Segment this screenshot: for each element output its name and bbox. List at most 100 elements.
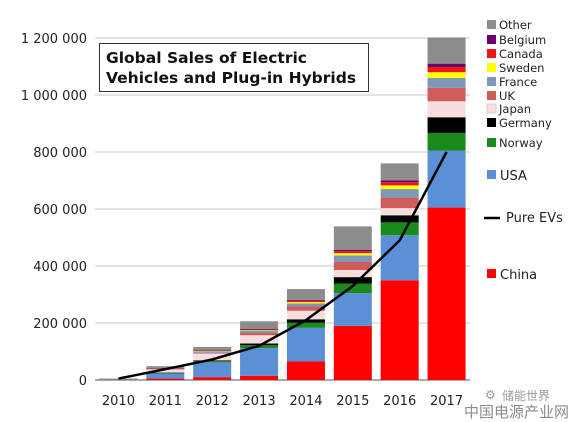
bar-segment-germany	[427, 117, 466, 133]
bar-segment-uk	[240, 332, 279, 336]
y-tick-label: 200 000	[33, 317, 87, 332]
legend-swatch-canada	[487, 49, 496, 58]
legend-label-sweden: Sweden	[499, 61, 544, 75]
bar-segment-japan	[333, 269, 372, 278]
bar-segment-canada	[333, 251, 372, 254]
bar-segment-norway	[380, 222, 419, 236]
bar-segment-other	[427, 37, 466, 64]
x-tick-label: 2010	[102, 394, 135, 409]
legend-label-belgium: Belgium	[499, 33, 546, 47]
bar-segment-japan	[240, 335, 279, 344]
legend-swatch-belgium	[487, 35, 496, 44]
legend-swatch-france	[487, 77, 496, 86]
legend-label-norway: Norway	[499, 136, 543, 150]
watermark-line1: 储能世界	[502, 389, 551, 403]
bar-segment-other	[333, 226, 372, 250]
legend-label-china: China	[500, 268, 537, 283]
bar-segment-other	[146, 366, 185, 368]
bar-segment-france	[333, 255, 372, 263]
bar-segment-china	[427, 207, 466, 380]
legend-swatch-other	[487, 20, 496, 29]
bar-segment-other	[286, 289, 325, 300]
bar-segment-japan	[380, 208, 419, 216]
bar-segment-france	[286, 303, 325, 307]
bar-segment-belgium	[380, 180, 419, 183]
bar-segment-usa	[146, 373, 185, 379]
x-tick-label: 2015	[336, 394, 369, 409]
bar-segment-canada	[240, 329, 279, 330]
x-tick-label: 2012	[196, 394, 229, 409]
bar-segment-canada	[427, 67, 466, 73]
bar-segment-uk	[427, 87, 466, 102]
bar-segment-france	[380, 189, 419, 198]
chart-title: Global Sales of Electric Vehicles and Pl…	[106, 49, 357, 87]
bar-segment-china	[240, 375, 279, 380]
legend-label-france: France	[499, 75, 537, 89]
bar-segment-china	[193, 377, 232, 380]
bar-segment-usa	[427, 150, 466, 208]
bar-segment-sweden	[193, 350, 232, 352]
legend-label-other: Other	[499, 18, 532, 32]
y-tick-label: 600 000	[33, 203, 87, 218]
x-tick-label: 2013	[243, 394, 276, 409]
bar-segment-france	[99, 379, 138, 380]
bar-segment-norway	[146, 373, 185, 374]
y-tick-label: 400 000	[33, 260, 87, 275]
bar-segment-belgium	[427, 63, 466, 68]
bar-segment-other	[240, 321, 279, 329]
bar-segment-belgium	[333, 249, 372, 252]
bar-segment-sweden	[286, 302, 325, 304]
bar-segment-japan	[427, 101, 466, 118]
legend-swatch-norway	[487, 138, 496, 147]
bar-segment-france	[193, 351, 232, 353]
legend-label-japan: Japan	[498, 102, 531, 116]
bar-segment-sweden	[333, 253, 372, 256]
y-tick-label: 800 000	[33, 146, 87, 161]
bar-segment-other	[380, 163, 419, 181]
bar-segment-norway	[286, 322, 325, 328]
wechat-icon: ⚙	[485, 388, 496, 402]
legend-label-usa: USA	[500, 169, 527, 184]
bar-segment-usa	[193, 362, 232, 378]
x-tick-label: 2014	[289, 394, 322, 409]
bar-segment-china	[146, 378, 185, 380]
bar-segment-belgium	[240, 328, 279, 330]
bar-segment-china	[380, 280, 419, 380]
watermark-line2: 中国电源产业网	[464, 403, 570, 421]
bar-segment-china	[333, 325, 372, 380]
bar-segment-sweden	[380, 185, 419, 190]
legend-swatch-china	[487, 269, 496, 278]
bar-segment-germany	[240, 343, 279, 346]
bar-segment-uk	[193, 352, 232, 354]
bar-segment-uk	[333, 262, 372, 270]
bar-segment-usa	[240, 348, 279, 376]
y-tick-label: 1 200 000	[21, 32, 87, 47]
legend-swatch-uk	[487, 91, 496, 100]
bar-segment-uk	[380, 197, 419, 209]
bar-segment-norway	[333, 283, 372, 294]
x-tick-label: 2017	[430, 394, 463, 409]
bar-segment-norway	[427, 132, 466, 151]
x-tick-label: 2011	[149, 394, 182, 409]
legend-swatch-japan	[486, 103, 497, 114]
bar-segment-japan	[193, 353, 232, 361]
legend-label-uk: UK	[499, 89, 515, 103]
bar-segment-china	[286, 361, 325, 380]
y-tick-label: 0	[79, 374, 87, 389]
bar-segment-canada	[380, 182, 419, 186]
bar-segment-germany	[193, 360, 232, 362]
bar-segment-germany	[333, 277, 372, 284]
bar-segment-belgium	[193, 350, 232, 351]
legend-label-canada: Canada	[499, 47, 543, 61]
bar-segment-canada	[286, 300, 325, 303]
bar-segment-germany	[380, 215, 419, 223]
x-tick-label: 2016	[383, 394, 416, 409]
bar-segment-usa	[380, 235, 419, 281]
chart-title-box: Global Sales of Electric Vehicles and Pl…	[99, 43, 369, 92]
legend-label-pure-evs: Pure EVs	[506, 211, 563, 226]
legend-swatch-usa	[487, 170, 496, 179]
bar-segment-usa	[333, 293, 372, 326]
legend-swatch-sweden	[487, 63, 496, 72]
legend-swatch-germany	[487, 118, 496, 127]
bar-segment-norway	[193, 361, 232, 363]
